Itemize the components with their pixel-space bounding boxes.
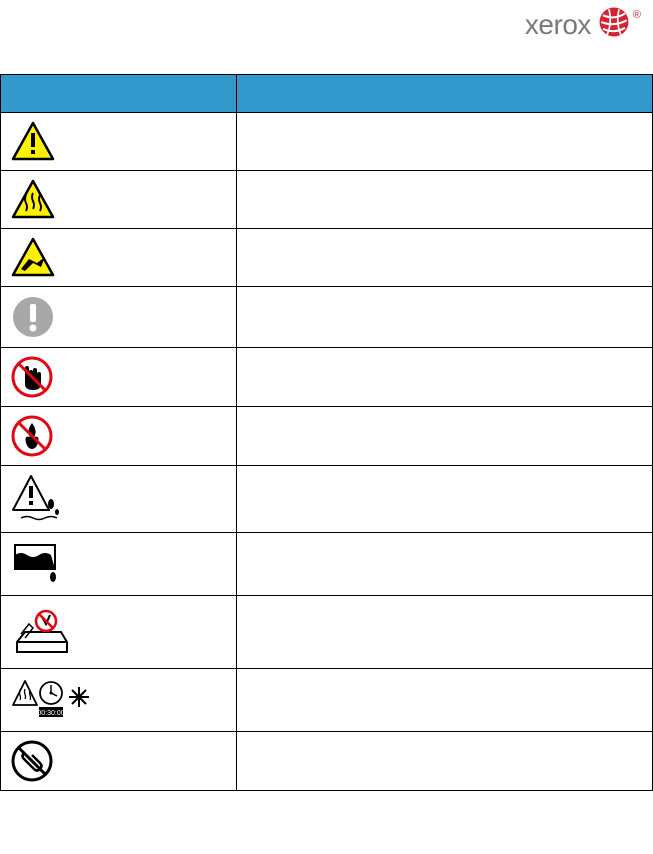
table-row xyxy=(1,287,653,348)
symbol-cell: 00:30:00 xyxy=(1,669,237,732)
warning-triangle-icon xyxy=(11,121,226,161)
brand-name: xerox xyxy=(525,9,591,41)
table-header-row xyxy=(1,75,653,113)
description-cell xyxy=(237,229,653,287)
pinch-point-warning-icon xyxy=(11,237,226,277)
symbol-cell xyxy=(1,171,237,229)
description-cell xyxy=(237,466,653,533)
header-symbol xyxy=(1,75,237,113)
liquid-spill-warning-icon xyxy=(11,474,226,524)
table-row: 00:30:00 xyxy=(1,669,653,732)
symbol-cell xyxy=(1,113,237,171)
registered-mark: ® xyxy=(633,9,641,21)
header-description xyxy=(237,75,653,113)
description-cell xyxy=(237,732,653,791)
symbol-cell xyxy=(1,407,237,466)
table-row xyxy=(1,348,653,407)
logo-sphere-icon xyxy=(597,5,631,44)
symbol-cell xyxy=(1,533,237,596)
wait-cool-down-icon: 00:30:00 xyxy=(11,677,226,723)
symbol-cell xyxy=(1,348,237,407)
table-row xyxy=(1,407,653,466)
table-row xyxy=(1,596,653,669)
description-cell xyxy=(237,287,653,348)
no-staples-clips-icon xyxy=(11,740,226,782)
description-cell xyxy=(237,596,653,669)
table-row xyxy=(1,171,653,229)
caution-circle-icon xyxy=(11,295,226,339)
symbol-cell xyxy=(1,287,237,348)
symbol-cell xyxy=(1,732,237,791)
hot-surface-warning-icon xyxy=(11,179,226,219)
liquid-level-icon xyxy=(11,541,226,587)
description-cell xyxy=(237,113,653,171)
description-cell xyxy=(237,669,653,732)
table-row xyxy=(1,229,653,287)
table-row xyxy=(1,466,653,533)
symbol-cell xyxy=(1,229,237,287)
brand-logo: xerox ® xyxy=(525,5,645,44)
symbol-cell xyxy=(1,596,237,669)
do-not-copy-icon xyxy=(11,604,226,660)
description-cell xyxy=(237,171,653,229)
symbol-cell xyxy=(1,466,237,533)
safety-symbols-table: 00:30:00 xyxy=(0,74,653,791)
table-row xyxy=(1,113,653,171)
table-row xyxy=(1,732,653,791)
svg-text:00:30:00: 00:30:00 xyxy=(37,710,64,717)
description-cell xyxy=(237,533,653,596)
do-not-touch-icon xyxy=(11,356,226,398)
description-cell xyxy=(237,407,653,466)
no-open-flame-icon xyxy=(11,415,226,457)
description-cell xyxy=(237,348,653,407)
table-row xyxy=(1,533,653,596)
